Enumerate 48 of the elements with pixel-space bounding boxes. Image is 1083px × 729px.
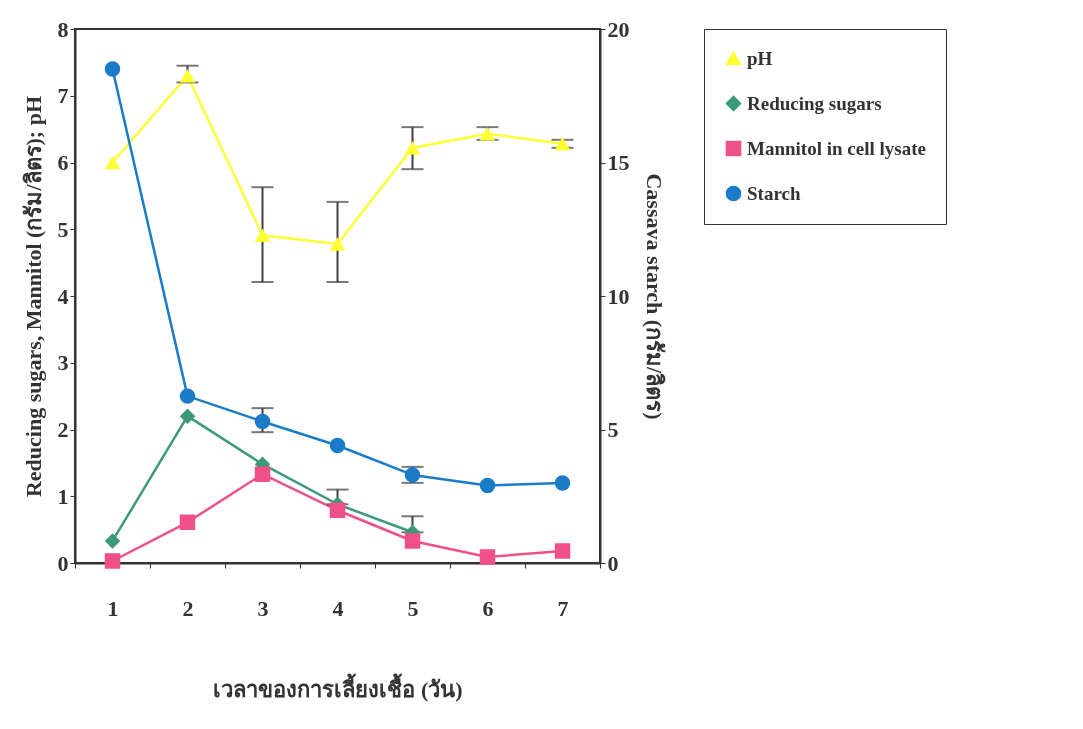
- x-tick-label: 5: [407, 595, 419, 621]
- y-tick-label: 3: [57, 350, 69, 376]
- y-tick-label: 7: [57, 83, 69, 109]
- point: [254, 228, 271, 242]
- point: [179, 69, 196, 83]
- x-tick-label: 4: [332, 595, 344, 621]
- point: [179, 408, 196, 424]
- point: [104, 61, 121, 77]
- y2-tick-label: 5: [607, 417, 619, 442]
- y-tick-label: 6: [57, 150, 69, 175]
- y2-tick-label: 10: [607, 283, 630, 309]
- y-tick-label: 0: [57, 550, 69, 576]
- point: [104, 553, 121, 569]
- x-tick-label: 1: [107, 595, 119, 621]
- y-tick-label: 8: [57, 16, 69, 42]
- point: [479, 477, 496, 494]
- point: [104, 533, 121, 549]
- y2-axis-title: Cassava starch (กรัม/ลิตร): [641, 173, 667, 420]
- x-tick-label: 6: [482, 595, 494, 621]
- y-axis-title: Reducing sugars, Mannitol (กรัม/ลิตร); pH: [20, 95, 46, 498]
- y2-tick-label: 20: [607, 16, 630, 42]
- legend-label: Reducing sugars: [747, 92, 882, 114]
- point: [179, 388, 196, 404]
- y2-tick-label: 15: [607, 150, 630, 175]
- x-axis-title: เวลาของการเลี้ยงเชื้อ (วัน): [213, 672, 463, 702]
- legend-label: Mannitol in cell lysate: [747, 137, 926, 159]
- y-tick-label: 1: [57, 483, 69, 509]
- point: [329, 502, 346, 519]
- point: [104, 155, 121, 170]
- point: [179, 514, 196, 531]
- point: [479, 549, 496, 565]
- point: [404, 533, 421, 549]
- x-tick-label: 7: [557, 595, 569, 621]
- point: [554, 543, 571, 559]
- y-tick-label: 2: [57, 417, 69, 442]
- y-tick-label: 5: [57, 216, 69, 242]
- legend-label: Starch: [747, 182, 801, 204]
- point: [404, 141, 421, 155]
- x-tick-label: 2: [182, 595, 194, 621]
- point: [329, 237, 346, 251]
- point: [329, 437, 346, 454]
- point: [254, 466, 271, 482]
- y2-tick-label: 0: [607, 550, 619, 576]
- point: [554, 475, 571, 491]
- legend-label: pH: [747, 47, 773, 69]
- y-tick-label: 4: [57, 283, 69, 309]
- x-tick-label: 3: [257, 595, 269, 621]
- point: [254, 413, 271, 430]
